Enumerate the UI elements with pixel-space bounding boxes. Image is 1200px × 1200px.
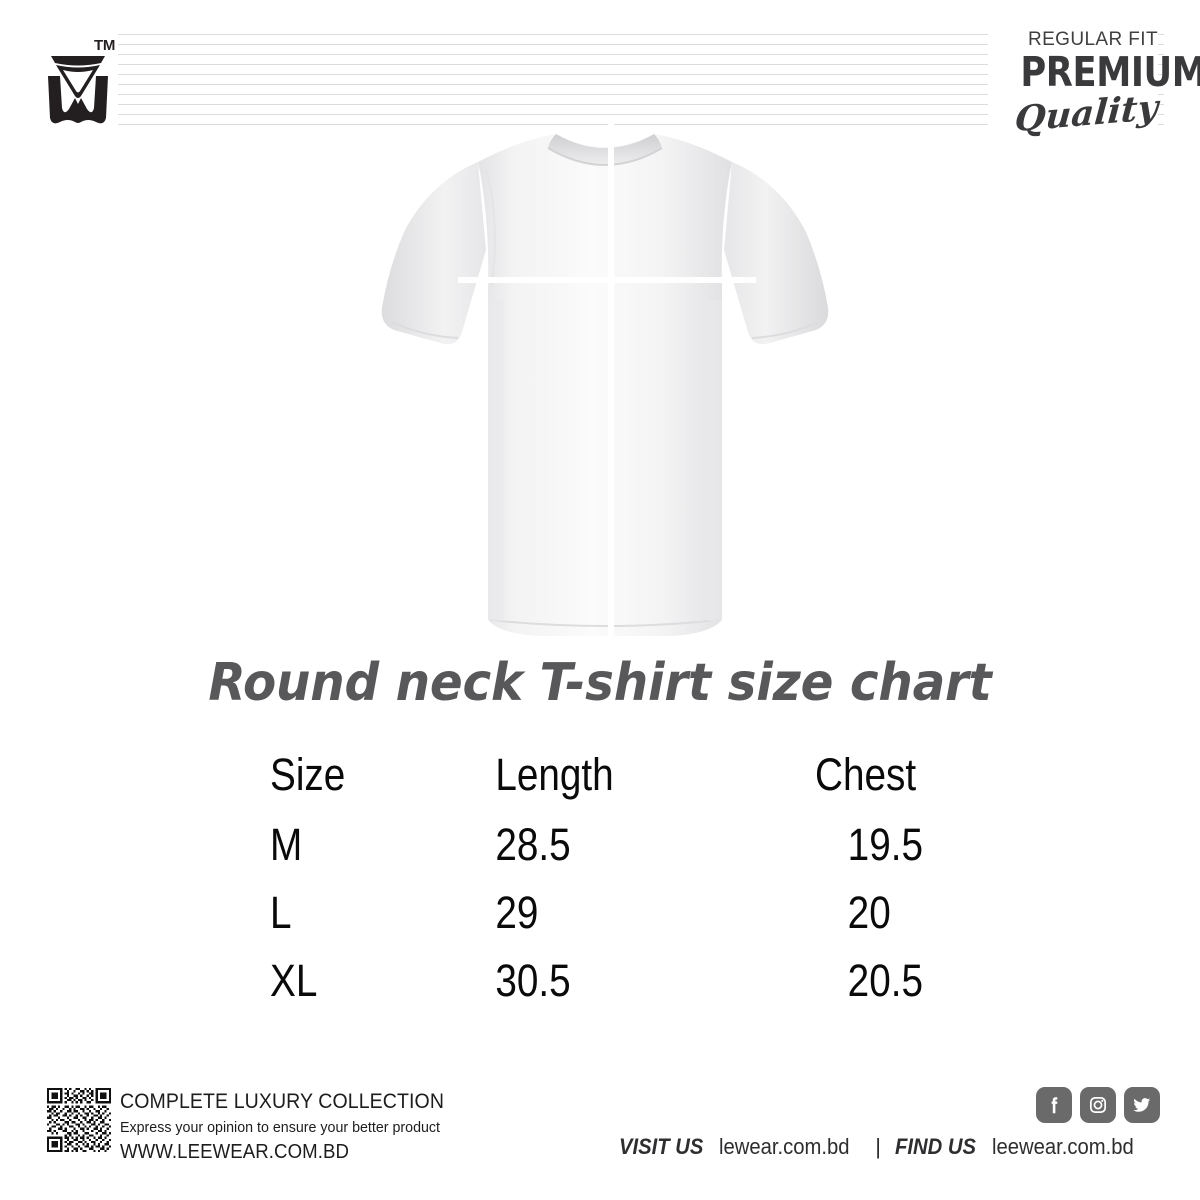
page-title: Round neck T-shirt size chart [208, 653, 992, 713]
find-us-value[interactable]: leewear.com.bd [991, 1134, 1134, 1159]
cell-chest: 20.5 [847, 955, 924, 1006]
badge-premium-label: PREMIUM [1020, 47, 1200, 96]
footer-website[interactable]: WWW.LEEWEAR.COM.BD [120, 1141, 350, 1164]
table-row: L 29 20 [270, 890, 990, 958]
visit-us-label: VISIT US [618, 1134, 703, 1159]
cell-chest: 19.5 [847, 819, 924, 870]
cell-length: 28.5 [495, 819, 571, 870]
size-chart-table: Size Length Chest M 28.5 19.5 L 29 20 [270, 752, 990, 1026]
footer-separator: | [875, 1134, 881, 1159]
footer-brand-line: COMPLETE LUXURY COLLECTION [120, 1090, 445, 1113]
column-header-chest: Chest [815, 749, 917, 800]
footer-brand-block: COMPLETE LUXURY COLLECTION Express your … [120, 1090, 590, 1164]
product-hero [0, 100, 1200, 660]
badge-fit-label: REGULAR FIT [1027, 29, 1158, 50]
chest-measure-line [458, 277, 756, 283]
table-row: M 28.5 19.5 [270, 822, 990, 890]
quality-badge: REGULAR FIT PREMIUM Quality [988, 29, 1200, 140]
qr-code[interactable] [47, 1088, 111, 1152]
footer-tagline: Express your opinion to ensure your bett… [120, 1119, 441, 1137]
header: TM REGULAR FIT PREMIUM Quality [0, 0, 1200, 150]
leewear-logo-icon [48, 52, 108, 126]
cell-size: XL [270, 955, 318, 1006]
table-row: XL 30.5 20.5 [270, 958, 990, 1026]
cell-length: 29 [495, 887, 539, 938]
trademark-symbol: TM [94, 37, 116, 54]
twitter-icon[interactable] [1124, 1087, 1160, 1123]
cell-length: 30.5 [495, 955, 571, 1006]
footer-links: VISIT US lewear.com.bd | FIND US leewear… [619, 1134, 1160, 1160]
table-header-row: Size Length Chest [270, 752, 990, 822]
tshirt-image [370, 100, 840, 660]
find-us-label: FIND US [894, 1134, 976, 1159]
length-measure-line [608, 115, 614, 647]
column-header-size: Size [270, 749, 346, 800]
brand-logo[interactable]: TM [48, 38, 120, 130]
visit-us-value[interactable]: lewear.com.bd [719, 1134, 850, 1159]
instagram-icon[interactable] [1080, 1087, 1116, 1123]
facebook-icon[interactable] [1036, 1087, 1072, 1123]
cell-size: M [270, 819, 303, 870]
cell-chest: 20 [847, 887, 891, 938]
cell-size: L [270, 887, 292, 938]
social-links [1036, 1087, 1160, 1123]
column-header-length: Length [495, 749, 614, 800]
